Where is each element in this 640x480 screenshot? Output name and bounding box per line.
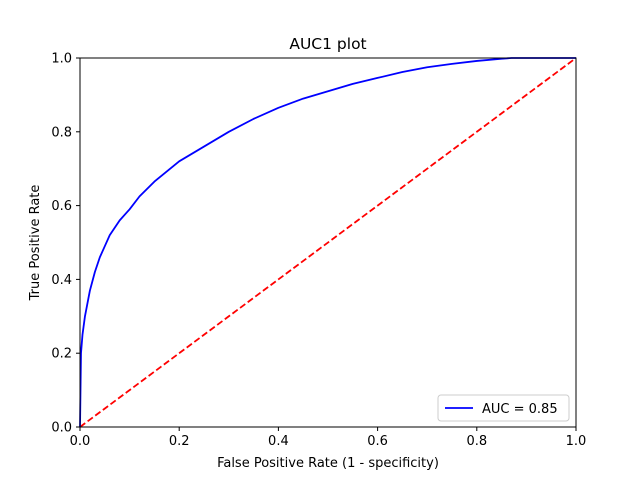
roc-curve-line — [79, 57, 576, 428]
x-tick-label: 1.0 — [566, 434, 587, 449]
x-tick-label: 0.8 — [466, 434, 487, 449]
y-tick-label: 1.0 — [51, 52, 72, 67]
x-tick-label: 0.4 — [268, 434, 289, 449]
legend-box — [437, 394, 570, 422]
legend: AUC = 0.85 — [437, 394, 570, 422]
y-axis-title: True Positive Rate — [28, 185, 43, 302]
legend-label-roc: AUC = 0.85 — [482, 402, 558, 417]
y-tick-label: 0.6 — [51, 199, 72, 214]
y-tick-label: 0.4 — [51, 273, 72, 288]
plot-frame — [79, 57, 577, 428]
reference-diagonal-line — [79, 57, 577, 428]
x-axis-title: False Positive Rate (1 - specificity) — [217, 456, 439, 471]
plot-area — [79, 57, 577, 428]
x-tick-label: 0.6 — [367, 434, 388, 449]
y-tick-label: 0.0 — [51, 421, 72, 436]
y-tick-label: 0.8 — [51, 125, 72, 140]
chart-title: AUC1 plot — [289, 35, 366, 53]
y-tick-label: 0.2 — [51, 347, 72, 362]
axis-ticks: 0.0 0.2 0.4 0.6 0.8 1.0 0.0 0.2 0.4 0.6 0.8 1.0 — [51, 52, 586, 450]
x-tick-label: 0.0 — [70, 434, 91, 449]
x-tick-label: 0.2 — [169, 434, 190, 449]
